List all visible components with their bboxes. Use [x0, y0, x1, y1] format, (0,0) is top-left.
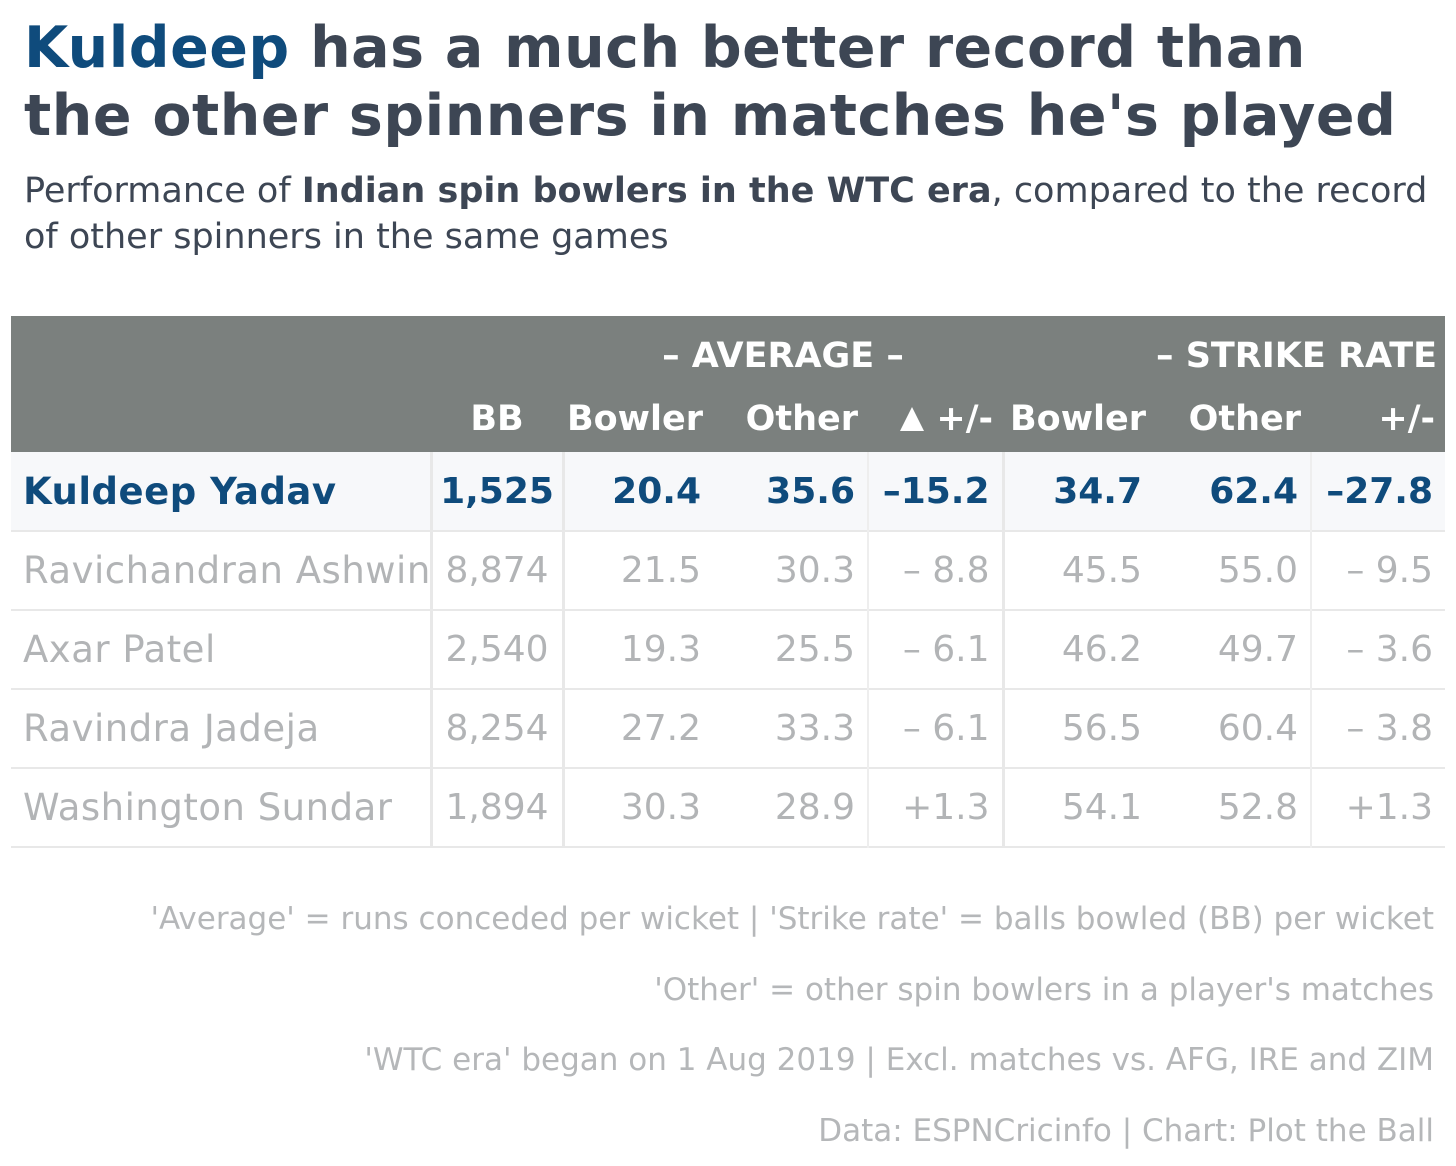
- average-bowler: 27.2: [563, 689, 713, 768]
- balls-bowled: 8,874: [431, 531, 563, 610]
- table-body: Kuldeep Yadav 1,525 20.4 35.6 –15.2 34.7…: [11, 452, 1445, 847]
- balls-bowled: 1,894: [431, 768, 563, 847]
- column-header-row: BB Bowler Other +/- Bowler Other +/-: [11, 386, 1445, 452]
- average-diff: +1.3: [868, 768, 1003, 847]
- column-header-sr-other: Other: [1156, 386, 1311, 452]
- average-bowler: 20.4: [563, 452, 713, 531]
- title-highlight: Kuldeep: [24, 15, 290, 81]
- table-row-ravindra-jadeja: Ravindra Jadeja 8,254 27.2 33.3 – 6.1 56…: [11, 689, 1445, 768]
- empty-header-cell: [11, 386, 431, 452]
- player-name: Ravindra Jadeja: [11, 689, 431, 768]
- table-row-kuldeep-yadav: Kuldeep Yadav 1,525 20.4 35.6 –15.2 34.7…: [11, 452, 1445, 531]
- table-row-ravichandran-ashwin: Ravichandran Ashwin 8,874 21.5 30.3 – 8.…: [11, 531, 1445, 610]
- strike-rate-other: 52.8: [1156, 768, 1311, 847]
- group-header-average: – AVERAGE –: [563, 316, 1003, 386]
- strike-rate-bowler: 45.5: [1003, 531, 1156, 610]
- average-diff: – 8.8: [868, 531, 1003, 610]
- triangle-up-icon: [900, 407, 924, 431]
- average-bowler: 30.3: [563, 768, 713, 847]
- player-name: Kuldeep Yadav: [11, 452, 431, 531]
- strike-rate-diff: – 3.8: [1311, 689, 1445, 768]
- average-other: 35.6: [713, 452, 868, 531]
- column-header-avg-diff: +/-: [868, 386, 1003, 452]
- subtitle-pre: Performance of: [24, 171, 302, 211]
- strike-rate-diff: –27.8: [1311, 452, 1445, 531]
- average-bowler: 19.3: [563, 610, 713, 689]
- average-diff: – 6.1: [868, 689, 1003, 768]
- strike-rate-diff: – 9.5: [1311, 531, 1445, 610]
- column-header-sr-bowler: Bowler: [1003, 386, 1156, 452]
- note-other: 'Other' = other spin bowlers in a player…: [150, 955, 1434, 1026]
- empty-header-cell: [11, 316, 431, 386]
- subtitle-bold: Indian spin bowlers in the WTC era: [302, 171, 992, 211]
- chart-subtitle: Performance of Indian spin bowlers in th…: [24, 168, 1444, 260]
- table-row-washington-sundar: Washington Sundar 1,894 30.3 28.9 +1.3 5…: [11, 768, 1445, 847]
- average-other: 25.5: [713, 610, 868, 689]
- column-header-bb: BB: [431, 386, 563, 452]
- average-other: 33.3: [713, 689, 868, 768]
- strike-rate-other: 60.4: [1156, 689, 1311, 768]
- balls-bowled: 8,254: [431, 689, 563, 768]
- average-other: 30.3: [713, 531, 868, 610]
- strike-rate-diff: – 3.6: [1311, 610, 1445, 689]
- column-header-avg-diff-label: +/-: [936, 399, 993, 439]
- strike-rate-bowler: 54.1: [1003, 768, 1156, 847]
- column-header-avg-bowler: Bowler: [563, 386, 713, 452]
- chart-notes: 'Average' = runs conceded per wicket | '…: [150, 884, 1434, 1166]
- strike-rate-bowler: 46.2: [1003, 610, 1156, 689]
- average-diff: –15.2: [868, 452, 1003, 531]
- player-name: Washington Sundar: [11, 768, 431, 847]
- empty-header-cell: [431, 316, 563, 386]
- player-name: Axar Patel: [11, 610, 431, 689]
- average-bowler: 21.5: [563, 531, 713, 610]
- average-diff: – 6.1: [868, 610, 1003, 689]
- player-name: Ravichandran Ashwin: [11, 531, 431, 610]
- strike-rate-bowler: 34.7: [1003, 452, 1156, 531]
- strike-rate-bowler: 56.5: [1003, 689, 1156, 768]
- stats-table: – AVERAGE – – STRIKE RATE – BB Bowler Ot…: [11, 316, 1445, 848]
- strike-rate-other: 55.0: [1156, 531, 1311, 610]
- table-header: – AVERAGE – – STRIKE RATE – BB Bowler Ot…: [11, 316, 1445, 452]
- balls-bowled: 1,525: [431, 452, 563, 531]
- source-credit: Data: ESPNCricinfo | Chart: Plot the Bal…: [150, 1096, 1434, 1166]
- strike-rate-other: 49.7: [1156, 610, 1311, 689]
- note-definitions: 'Average' = runs conceded per wicket | '…: [150, 884, 1434, 955]
- group-header-row: – AVERAGE – – STRIKE RATE –: [11, 316, 1445, 386]
- empty-header-cell: [1003, 316, 1156, 386]
- column-header-avg-other: Other: [713, 386, 868, 452]
- average-other: 28.9: [713, 768, 868, 847]
- note-wtc-era: 'WTC era' began on 1 Aug 2019 | Excl. ma…: [150, 1025, 1434, 1096]
- table-row-axar-patel: Axar Patel 2,540 19.3 25.5 – 6.1 46.2 49…: [11, 610, 1445, 689]
- group-header-strike-rate: – STRIKE RATE –: [1156, 316, 1445, 386]
- strike-rate-other: 62.4: [1156, 452, 1311, 531]
- chart-title: Kuldeep has a much better record than th…: [24, 14, 1434, 150]
- column-header-sr-diff: +/-: [1311, 386, 1445, 452]
- strike-rate-diff: +1.3: [1311, 768, 1445, 847]
- balls-bowled: 2,540: [431, 610, 563, 689]
